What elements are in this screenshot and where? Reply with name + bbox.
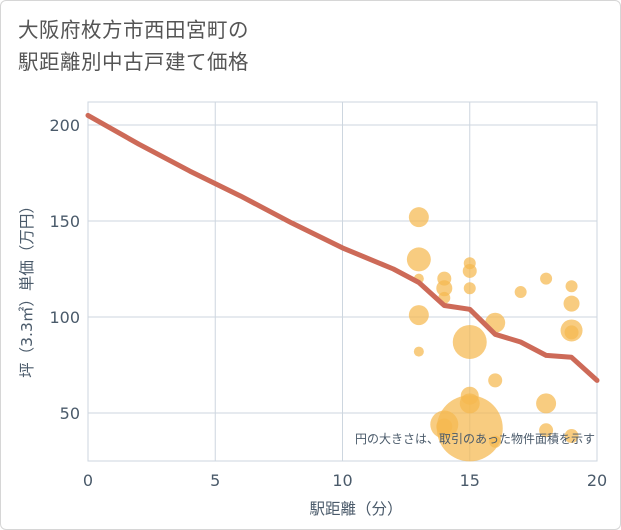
- x-tick-labels: 0 5 10 15 20: [83, 471, 607, 490]
- y-tick-label: 200: [49, 116, 80, 135]
- x-tick-label: 5: [210, 471, 220, 490]
- scatter-point: [563, 295, 580, 312]
- scatter-point: [452, 324, 487, 359]
- scatter-point: [462, 263, 477, 278]
- x-tick-label: 15: [460, 471, 480, 490]
- size-annotation: 円の大きさは、取引のあった物件面積を示す: [355, 431, 595, 446]
- scatter-point: [406, 247, 431, 272]
- scatter-point: [436, 280, 453, 297]
- scatter-point: [565, 280, 578, 293]
- trend-line: [85, 112, 600, 383]
- x-tick-label: 20: [587, 471, 607, 490]
- scatter-point: [489, 435, 502, 448]
- scatter-point: [463, 282, 476, 295]
- chart-title-line-2: 駅距離別中古戸建て価格: [18, 50, 249, 74]
- scatter-points: [406, 207, 583, 462]
- scatter-point: [564, 429, 579, 444]
- y-axis-label: 坪（3.3㎡）単価（万円）: [18, 198, 36, 378]
- scatter-point: [488, 373, 503, 388]
- chart-title: 大阪府枚方市西田宮町の 駅距離別中古戸建て価格: [18, 14, 249, 78]
- scatter-point: [514, 286, 527, 299]
- x-tick-label: 10: [332, 471, 352, 490]
- scatter-point: [408, 305, 429, 326]
- y-tick-label: 50: [60, 404, 80, 423]
- plot-area: [87, 101, 598, 462]
- chart-title-line-1: 大阪府枚方市西田宮町の: [18, 18, 249, 42]
- scatter-point: [536, 393, 557, 414]
- scatter-point: [540, 272, 553, 285]
- scatter-point: [408, 207, 429, 228]
- x-tick-label: 0: [83, 471, 93, 490]
- y-tick-label: 150: [49, 212, 80, 231]
- scatter-point: [564, 325, 579, 340]
- scatter-point: [436, 395, 503, 462]
- y-tick-label: 100: [49, 308, 80, 327]
- x-axis-label: 駅距離（分）: [309, 500, 402, 518]
- y-tick-labels: 50 100 150 200: [49, 116, 80, 423]
- scatter-point: [413, 346, 424, 357]
- scatter-point: [539, 423, 554, 438]
